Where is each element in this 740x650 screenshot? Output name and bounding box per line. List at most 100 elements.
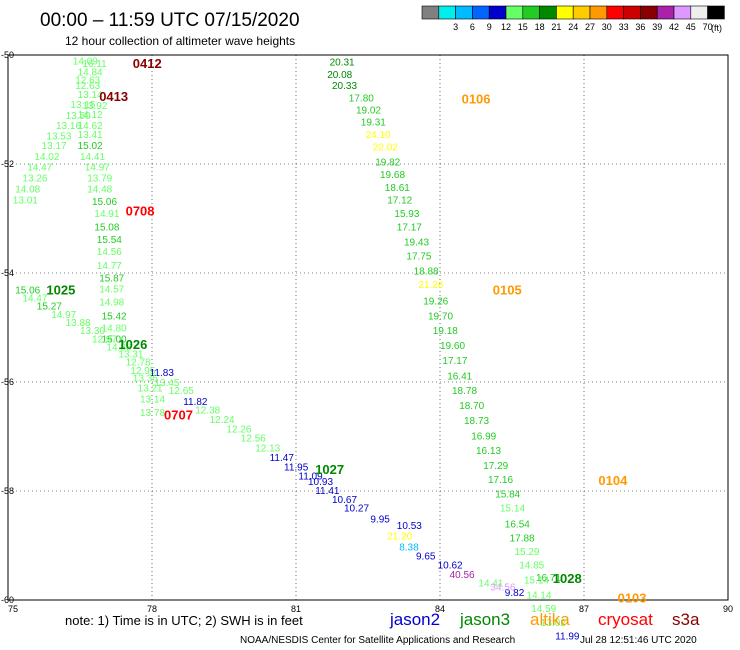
wave-height-value: 11.47: [270, 453, 295, 464]
wave-height-value: 15.29: [514, 547, 539, 558]
wave-height-value: 13.36: [133, 374, 158, 385]
credit-line: NOAA/NESDIS Center for Satellite Applica…: [240, 635, 515, 646]
wave-height-value: 14.12: [78, 110, 103, 121]
wave-height-value: 13.41: [78, 130, 103, 141]
track-time-label: 0412: [133, 56, 162, 71]
wave-height-value: 12.65: [169, 386, 194, 397]
legend-tick-label: 21: [551, 22, 561, 32]
wave-height-value: 16.54: [505, 520, 530, 531]
legend-swatch: [690, 5, 708, 20]
wave-height-value: 14.77: [97, 261, 122, 272]
legend-swatch: [539, 5, 557, 20]
wave-height-value: 17.88: [510, 533, 535, 544]
legend-swatch: [421, 5, 440, 20]
legend-swatch: [623, 5, 641, 20]
legend-swatch: [556, 5, 574, 20]
wave-height-value: 19.60: [440, 341, 465, 352]
legend-tick-label: 45: [686, 22, 696, 32]
legend-tick-label: 18: [535, 22, 545, 32]
legend-swatch: [656, 5, 675, 20]
wave-height-value: 15.06: [15, 285, 40, 296]
wave-height-value: 15.06: [92, 197, 117, 208]
wave-height-value: 17.16: [488, 475, 513, 486]
color-legend: 3 6 9 12 15 18 21 24 27 30 33 36 39 42 45 70: [421, 5, 725, 32]
wave-height-value: 13.01: [13, 195, 38, 206]
wave-height-value: 12.26: [226, 424, 251, 435]
legend-swatch: [522, 5, 540, 20]
wave-height-value: 10.93: [308, 477, 333, 488]
wave-height-value: 11.09: [298, 472, 323, 483]
wave-height-value: 14.41: [80, 152, 105, 163]
wave-height-value: 14.14: [526, 591, 551, 602]
wave-height-value: 17.80: [349, 94, 374, 105]
legend-swatch: [707, 5, 725, 20]
satellite-legend-entry: jason3: [459, 610, 510, 629]
wave-height-value: 15.84: [495, 490, 520, 501]
legend-tick-label: 36: [635, 22, 645, 32]
satellite-legend-entry: cryosat: [598, 610, 653, 629]
wave-height-value: 15.42: [102, 312, 127, 323]
track-time-label: 0104: [598, 473, 628, 488]
legend-tick-label: 33: [619, 22, 629, 32]
wave-height-value: 22.02: [373, 143, 398, 154]
wave-height-value: 15.93: [394, 209, 419, 220]
wave-height-value: 11.99: [555, 631, 580, 642]
wave-height-value: 14.48: [87, 185, 112, 196]
wave-height-value: 15.14: [524, 575, 549, 586]
track-time-label: 0708: [126, 203, 155, 218]
wave-height-value: 13.26: [22, 174, 47, 185]
wave-height-value: 24.10: [366, 130, 391, 141]
wave-height-value: 16.11: [82, 59, 107, 70]
wave-height-value: 12.56: [241, 434, 266, 445]
longitude-tick-label: 84: [435, 604, 445, 614]
wave-height-value: 9.82: [505, 588, 525, 599]
track-time-label: 1026: [118, 337, 147, 352]
wave-height-values: 14.0916.1114.8412.6312.6313.1413.1513.92…: [13, 56, 580, 642]
wave-height-value: 18.78: [452, 386, 477, 397]
satellite-legend-entry: jason2: [389, 610, 440, 629]
legend-swatch: [455, 5, 473, 20]
legend-tick-label: 30: [602, 22, 612, 32]
track-time-label: 0707: [164, 408, 193, 423]
satellite-legend: jason2 jason3 altika cryosat s3a: [389, 610, 700, 629]
track-time-label: 0413: [99, 89, 128, 104]
legend-swatch: [606, 5, 624, 20]
wave-height-value: 13.14: [140, 394, 165, 405]
legend-tick-label: 3: [453, 22, 458, 32]
legend-tick-label: 42: [669, 22, 679, 32]
legend-swatch: [472, 5, 490, 20]
wave-height-value: 16.41: [447, 371, 472, 382]
wave-height-value: 13.88: [66, 318, 91, 329]
wave-height-value: 17.75: [406, 252, 431, 263]
map-subtitle: 12 hour collection of altimeter wave hei…: [65, 34, 295, 48]
wave-height-value: 13.92: [82, 101, 107, 112]
wave-height-value: 19.31: [361, 117, 386, 128]
legend-swatch: [572, 5, 591, 20]
longitude-tick-label: 78: [147, 604, 157, 614]
wave-height-value: 19.43: [404, 237, 429, 248]
map-title: 00:00 – 11:59 UTC 07/15/2020: [40, 10, 300, 31]
wave-height-value: 13.21: [138, 383, 163, 394]
track-time-label: 0105: [493, 282, 522, 297]
wave-height-value: 19.68: [380, 170, 405, 181]
wave-height-value: 14.56: [97, 247, 122, 258]
wave-height-value: 12.24: [210, 415, 235, 426]
latitude-tick-label: -54: [1, 268, 14, 278]
legend-swatch: [438, 5, 456, 20]
latitude-tick-label: -50: [1, 50, 14, 60]
wave-height-value: 14.86: [106, 343, 131, 354]
wave-height-value: 14.47: [22, 294, 47, 305]
wave-height-value: 12.13: [255, 443, 280, 454]
wave-height-value: 17.12: [387, 195, 412, 206]
wave-height-value: 19.82: [375, 157, 400, 168]
legend-swatch: [640, 5, 658, 20]
longitude-tick-label: 90: [723, 604, 733, 614]
wave-height-value: 15.14: [500, 503, 525, 514]
wave-height-value: 8.38: [399, 543, 419, 554]
wave-height-value: 12.78: [126, 357, 151, 368]
track-time-label: 0103: [618, 590, 647, 605]
wave-height-value: 21.20: [387, 532, 412, 543]
legend-tick-label: 70: [703, 22, 713, 32]
wave-height-value: 34.56: [490, 582, 515, 593]
